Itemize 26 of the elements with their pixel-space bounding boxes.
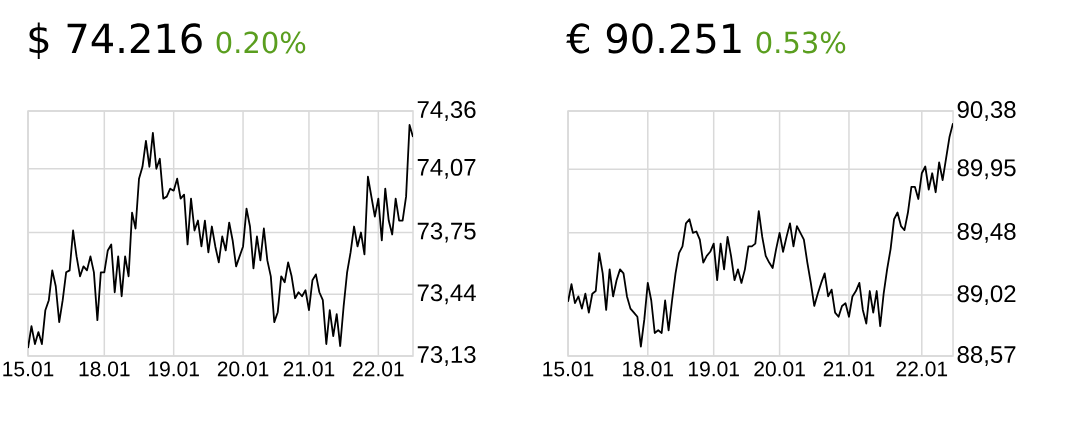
y-tick-label: 73,75 xyxy=(417,222,476,243)
y-tick-label: 90,38 xyxy=(957,101,1016,121)
x-tick-label: 19.01 xyxy=(689,361,739,377)
x-tick-label: 22.01 xyxy=(896,361,948,377)
x-tick-label: 15.01 xyxy=(543,361,594,377)
y-tick-label: 89,02 xyxy=(957,285,1016,306)
x-tick-label: 20.01 xyxy=(754,361,805,377)
y-tick-label: 73,44 xyxy=(417,284,476,305)
chart-subtitle: 0.20% xyxy=(216,31,306,54)
x-tick-label: 21.01 xyxy=(283,361,335,377)
x-tick-label: 18.01 xyxy=(79,361,130,377)
x-tick-label: 20.01 xyxy=(217,361,269,377)
x-tick-label: 15.01 xyxy=(3,361,54,377)
y-tick-label: 74,07 xyxy=(417,158,476,179)
x-tick-label: 19.01 xyxy=(149,361,199,377)
y-tick-label: 89,95 xyxy=(957,159,1016,180)
x-tick-label: 21.01 xyxy=(823,361,875,377)
chart-subtitle: 0.53% xyxy=(756,31,846,54)
y-tick-label: 74,36 xyxy=(417,101,476,121)
x-tick-label: 22.01 xyxy=(353,361,404,377)
y-tick-label: 89,48 xyxy=(957,222,1016,243)
y-tick-label: 73,13 xyxy=(417,346,476,366)
y-tick-label: 88,57 xyxy=(957,346,1016,366)
chart-title: € 90.251 xyxy=(566,23,741,54)
chart-title: $ 74.216 xyxy=(29,22,202,59)
x-tick-label: 18.01 xyxy=(623,361,674,377)
